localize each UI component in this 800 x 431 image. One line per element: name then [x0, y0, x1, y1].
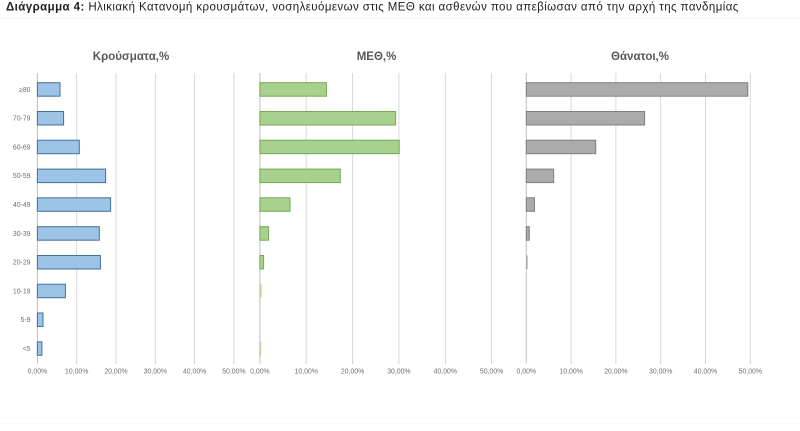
svg-text:30,00%: 30,00%	[387, 369, 410, 376]
svg-text:Θάνατοι,%: Θάνατοι,%	[611, 51, 669, 63]
svg-text:50-59: 50-59	[13, 173, 31, 180]
svg-text:0,00%: 0,00%	[28, 369, 48, 376]
svg-text:40-49: 40-49	[13, 202, 31, 209]
svg-text:20,00%: 20,00%	[104, 369, 127, 376]
svg-text:0,00%: 0,00%	[250, 369, 270, 376]
svg-text:50,00%: 50,00%	[480, 369, 503, 376]
svg-text:40,00%: 40,00%	[434, 369, 457, 376]
svg-text:20,00%: 20,00%	[341, 369, 364, 376]
svg-text:20-29: 20-29	[13, 260, 31, 267]
svg-text:ΜΕΘ,%: ΜΕΘ,%	[357, 51, 397, 63]
svg-text:60-69: 60-69	[13, 144, 31, 151]
svg-text:50,00%: 50,00%	[739, 369, 762, 376]
svg-text:30,00%: 30,00%	[144, 369, 167, 376]
svg-text:70-79: 70-79	[13, 116, 31, 123]
svg-text:30-39: 30-39	[13, 231, 31, 238]
svg-text:50,00%: 50,00%	[222, 369, 245, 376]
svg-text:10-19: 10-19	[13, 288, 31, 295]
svg-text:Κρούσματα,%: Κρούσματα,%	[93, 51, 169, 63]
svg-text:5-9: 5-9	[21, 317, 31, 324]
svg-text:20,00%: 20,00%	[604, 369, 627, 376]
svg-text:Διάγραμμα 4: Ηλικιακή Κατανομή: Διάγραμμα 4: Ηλικιακή Κατανομή κρουσμάτω…	[6, 2, 739, 14]
svg-text:40,00%: 40,00%	[183, 369, 206, 376]
svg-text:40,00%: 40,00%	[694, 369, 717, 376]
svg-text:≥80: ≥80	[19, 87, 31, 94]
svg-text:10,00%: 10,00%	[559, 369, 582, 376]
svg-text:30,00%: 30,00%	[649, 369, 672, 376]
svg-text:10,00%: 10,00%	[65, 369, 88, 376]
svg-text:10,00%: 10,00%	[295, 369, 318, 376]
svg-text:<5: <5	[23, 346, 31, 353]
svg-text:0,00%: 0,00%	[517, 369, 537, 376]
